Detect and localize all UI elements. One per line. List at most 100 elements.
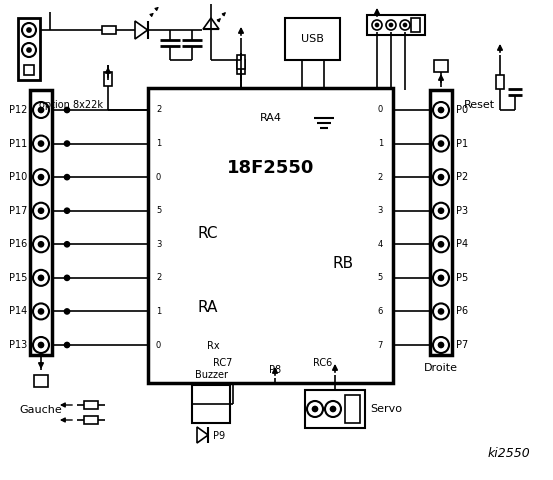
Circle shape [433,303,449,319]
Bar [237,55,245,69]
Circle shape [65,309,70,314]
Text: Reset: Reset [464,100,495,110]
Bar [305,390,365,428]
Circle shape [372,20,382,30]
Text: 2: 2 [378,173,383,181]
Bar [345,395,360,423]
Text: RA: RA [198,300,218,315]
Bar [430,90,452,355]
Text: P14: P14 [9,306,27,316]
Text: 6: 6 [378,307,383,316]
Bar [285,18,340,60]
Bar [102,26,116,34]
Bar [496,75,504,89]
Circle shape [65,242,70,247]
Circle shape [439,343,444,348]
Circle shape [65,108,70,112]
Text: P16: P16 [9,240,27,249]
Circle shape [39,276,44,280]
Circle shape [33,236,49,252]
Circle shape [439,141,444,146]
Text: 5: 5 [156,206,161,215]
Circle shape [65,208,70,213]
Bar [34,375,48,387]
Text: Rx: Rx [207,341,220,351]
Circle shape [39,141,44,146]
Circle shape [433,135,449,152]
Circle shape [386,20,396,30]
Circle shape [439,108,444,112]
Text: RA4: RA4 [259,113,281,123]
Circle shape [33,203,49,219]
Text: USB: USB [301,34,324,44]
Text: 18F2550: 18F2550 [227,159,314,177]
Circle shape [39,108,44,112]
Text: P2: P2 [456,172,468,182]
Text: Droite: Droite [424,363,458,373]
Bar [18,18,40,80]
Circle shape [33,102,49,118]
Text: P0: P0 [456,105,468,115]
Circle shape [312,407,317,411]
Bar [84,401,98,409]
Text: 2: 2 [156,106,161,115]
Circle shape [439,242,444,247]
Text: 1: 1 [156,307,161,316]
Text: Buzzer: Buzzer [195,370,227,380]
Circle shape [22,43,36,57]
Text: P13: P13 [9,340,27,350]
Circle shape [39,175,44,180]
Text: RC: RC [198,226,218,240]
Bar [30,90,52,355]
Text: Gauche: Gauche [19,405,62,415]
Text: 7: 7 [378,340,383,349]
Text: RC6: RC6 [314,358,332,368]
Text: 3: 3 [156,240,161,249]
Circle shape [433,102,449,118]
Text: 1: 1 [156,139,161,148]
Text: P9: P9 [213,431,225,441]
Circle shape [65,141,70,146]
Text: P6: P6 [456,306,468,316]
Circle shape [389,24,393,26]
Bar [192,385,230,423]
Circle shape [22,23,36,37]
Circle shape [375,24,378,26]
Circle shape [400,20,410,30]
Text: option 8x22k: option 8x22k [39,100,103,110]
Text: P7: P7 [456,340,468,350]
Text: RB: RB [332,255,353,271]
Circle shape [439,309,444,314]
Circle shape [33,135,49,152]
Text: 4: 4 [378,240,383,249]
Text: P17: P17 [9,206,27,216]
Text: P1: P1 [456,139,468,149]
Polygon shape [203,18,219,29]
Text: P12: P12 [9,105,27,115]
Circle shape [39,208,44,213]
Circle shape [39,242,44,247]
Text: P15: P15 [9,273,27,283]
Circle shape [433,337,449,353]
Bar [411,18,420,32]
Text: 5: 5 [378,273,383,282]
Text: P10: P10 [9,172,27,182]
Text: P4: P4 [456,240,468,249]
Circle shape [33,270,49,286]
Circle shape [39,309,44,314]
Circle shape [65,343,70,348]
Bar [24,65,34,75]
Text: Servo: Servo [370,404,402,414]
Text: 2: 2 [156,273,161,282]
Circle shape [439,208,444,213]
Circle shape [325,401,341,417]
Text: 0: 0 [378,106,383,115]
Circle shape [27,48,31,52]
Circle shape [33,337,49,353]
Circle shape [331,407,336,411]
Text: 0: 0 [156,340,161,349]
Text: 0: 0 [156,173,161,181]
Text: P8: P8 [269,365,281,375]
Circle shape [33,303,49,319]
Text: 3: 3 [378,206,383,215]
